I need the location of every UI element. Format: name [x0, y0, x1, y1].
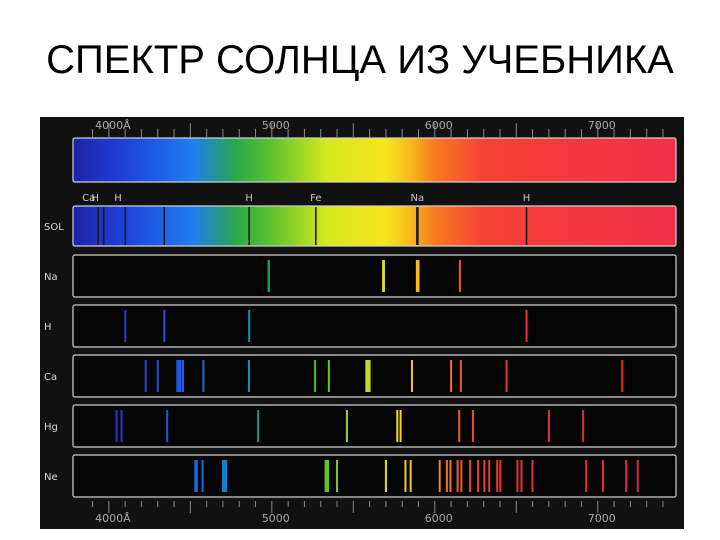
fraunhofer-label: Na — [411, 193, 425, 204]
bottom-axis-ticks — [92, 501, 664, 513]
spectrum-strip — [72, 404, 677, 448]
row-label: H — [44, 322, 52, 333]
fraunhofer-label: Ca — [82, 193, 95, 204]
bottom-axis-label: 6000 — [425, 512, 453, 525]
row-label: Ca — [44, 372, 57, 383]
row-label: Na — [44, 272, 58, 283]
bottom-axis-label: 4000Å — [95, 512, 131, 525]
top-axis-label: 7000 — [588, 119, 616, 132]
fraunhofer-label: H — [114, 193, 122, 204]
bottom-axis-label: 7000 — [588, 512, 616, 525]
bottom-axis-label: 5000 — [262, 512, 290, 525]
fraunhofer-label: H — [92, 193, 100, 204]
fraunhofer-label: H — [245, 193, 253, 204]
fraunhofer-label: H — [523, 193, 531, 204]
top-axis-ticks — [92, 123, 664, 137]
top-axis-label: 4000Å — [95, 119, 131, 132]
fraunhofer-label: Fe — [310, 193, 321, 204]
spectra-figure: 4000Å 5000 6000 7000 4000Å 5000 6000 7000 SOL Na H… — [40, 117, 684, 529]
spectrum-strip — [72, 304, 677, 348]
row-label: SOL — [44, 222, 64, 233]
spectrum-strip — [72, 205, 677, 247]
top-axis-label: 6000 — [425, 119, 453, 132]
spectrum-strip — [72, 137, 677, 183]
slide-title: СПЕКТР СОЛНЦА ИЗ УЧЕБНИКА — [46, 38, 674, 82]
top-axis-label: 5000 — [262, 119, 290, 132]
spectrum-strip — [72, 354, 677, 398]
row-label: Ne — [44, 472, 58, 483]
row-label: Hg — [44, 422, 58, 433]
spectrum-strip — [72, 254, 677, 298]
spectra-svg: 4000Å 5000 6000 7000 4000Å 5000 6000 7000 SOL Na H… — [40, 117, 684, 529]
